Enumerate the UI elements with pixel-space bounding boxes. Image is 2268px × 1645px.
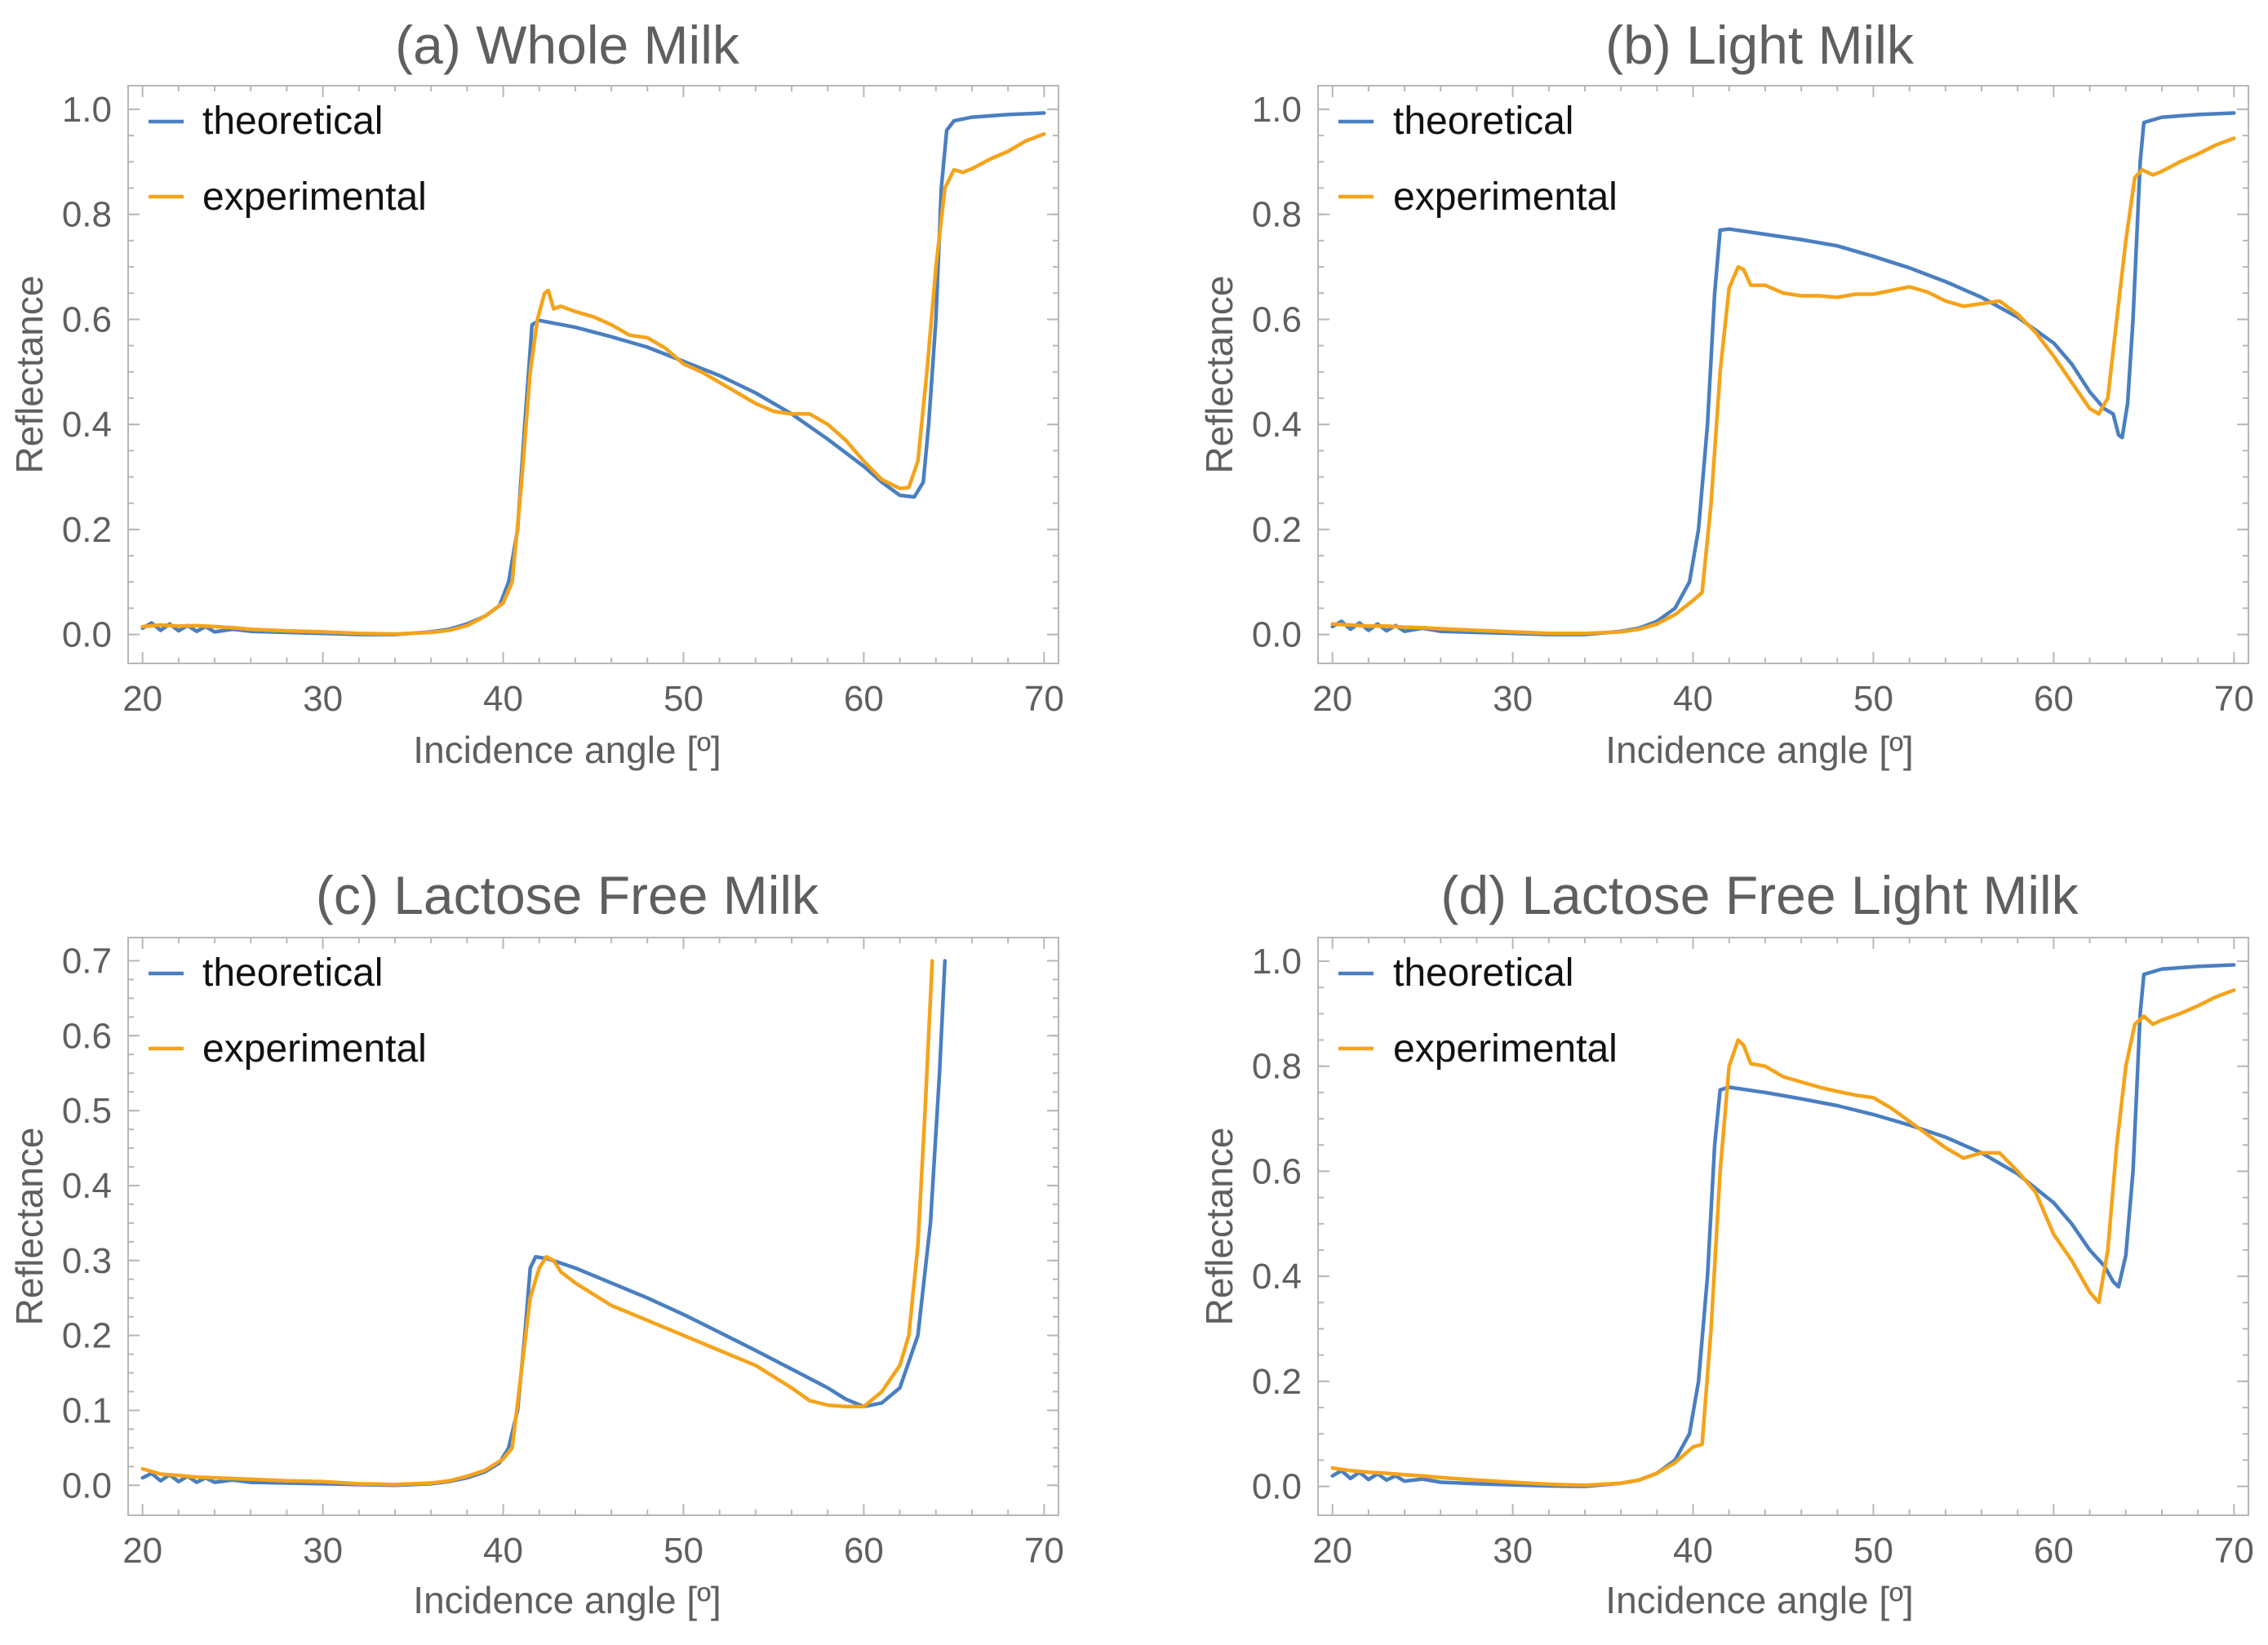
x-tick-label: 50 (1853, 1531, 1893, 1571)
x-tick-label: 30 (303, 679, 343, 719)
y-tick-label: 0.6 (1252, 299, 1302, 339)
y-tick-label: 0.2 (1252, 1362, 1302, 1402)
x-tick-label: 70 (2214, 679, 2254, 719)
legend-label-experimental: experimental (1393, 1027, 1618, 1071)
y-axis-label: Reflectance (8, 1128, 51, 1326)
legend-label-theoretical: theoretical (1393, 951, 1573, 995)
series-line-experimental (1330, 136, 2236, 636)
x-tick-label: 40 (1673, 679, 1713, 719)
y-tick-label: 0.8 (62, 195, 112, 235)
plot-frame (1317, 85, 2249, 664)
x-tick-label: 50 (1853, 679, 1893, 719)
x-tick-label: 50 (664, 1531, 703, 1571)
y-tick-label: 0.6 (62, 1016, 112, 1056)
y-axis-label: Reflectance (1198, 276, 1241, 474)
x-tick-label: 20 (122, 1531, 162, 1571)
y-tick-label: 0.4 (62, 405, 112, 445)
x-tick-label: 70 (1024, 679, 1064, 719)
panel-c: (c) Lactose Free Milk Incidence angle [º… (8, 865, 1064, 1621)
y-tick-label: 0.2 (62, 510, 112, 550)
x-tick-label: 20 (1312, 679, 1352, 719)
x-tick-label: 60 (2034, 1531, 2074, 1571)
y-tick-label: 0.4 (62, 1166, 112, 1206)
y-tick-label: 1.0 (1252, 90, 1302, 130)
x-axis-label: Incidence angle [º] (413, 729, 721, 771)
chart-title: (b) Light Milk (1605, 15, 1915, 75)
y-axis-label: Reflectance (8, 276, 51, 474)
y-tick-label: 0.1 (62, 1390, 112, 1430)
panel-d: (d) Lactose Free Light Milk Incidence an… (1198, 865, 2254, 1621)
plot-frame (1317, 937, 2249, 1516)
plot-frame (127, 85, 1059, 664)
legend-label-experimental: experimental (202, 175, 427, 219)
y-tick-label: 0.4 (1252, 405, 1302, 445)
chart-title: (c) Lactose Free Milk (316, 865, 819, 925)
x-tick-label: 50 (664, 679, 703, 719)
x-tick-label: 20 (1312, 1531, 1352, 1571)
y-tick-label: 0.0 (1252, 1467, 1302, 1507)
x-tick-label: 70 (2214, 1531, 2254, 1571)
y-tick-label: 0.2 (62, 1316, 112, 1356)
x-tick-label: 40 (1673, 1531, 1713, 1571)
x-tick-label: 40 (483, 679, 523, 719)
series-line-experimental (140, 131, 1046, 636)
series-line-experimental (140, 959, 934, 1487)
y-tick-label: 0.7 (62, 941, 112, 981)
series-line-theoretical (1330, 111, 2236, 636)
x-tick-label: 60 (2034, 679, 2074, 719)
legend-label-theoretical: theoretical (1393, 100, 1573, 143)
y-tick-label: 0.4 (1252, 1257, 1302, 1297)
y-tick-label: 0.8 (1252, 1047, 1302, 1087)
panel-a: (a) Whole Milk Incidence angle [º] Refle… (8, 15, 1064, 771)
y-tick-label: 0.2 (1252, 510, 1302, 550)
panel-b: (b) Light Milk Incidence angle [º] Refle… (1198, 15, 2254, 771)
y-tick-label: 0.6 (62, 299, 112, 339)
y-tick-label: 0.0 (1252, 615, 1302, 655)
y-tick-label: 1.0 (1252, 942, 1302, 982)
chart-title: (a) Whole Milk (395, 15, 740, 75)
series-line-experimental (1330, 988, 2236, 1488)
x-tick-label: 20 (122, 679, 162, 719)
y-tick-label: 0.6 (1252, 1151, 1302, 1191)
y-tick-label: 0.0 (62, 615, 112, 655)
y-tick-label: 0.3 (62, 1241, 112, 1281)
x-axis-label: Incidence angle [º] (1605, 729, 1913, 771)
legend-label-experimental: experimental (202, 1027, 427, 1071)
y-tick-label: 0.0 (62, 1465, 112, 1505)
chart-title: (d) Lactose Free Light Milk (1440, 865, 2079, 925)
y-tick-label: 0.8 (1252, 195, 1302, 235)
legend-label-experimental: experimental (1393, 175, 1618, 219)
x-tick-label: 30 (303, 1531, 343, 1571)
y-tick-label: 0.5 (62, 1091, 112, 1131)
x-tick-label: 30 (1493, 679, 1533, 719)
plot-frame (127, 937, 1059, 1516)
x-tick-label: 60 (844, 679, 884, 719)
x-tick-label: 30 (1493, 1531, 1533, 1571)
y-axis-label: Reflectance (1198, 1128, 1241, 1326)
x-tick-label: 40 (483, 1531, 523, 1571)
series-line-theoretical (1330, 963, 2236, 1488)
x-axis-label: Incidence angle [º] (1605, 1579, 1913, 1621)
y-tick-label: 1.0 (62, 90, 112, 130)
x-tick-label: 70 (1024, 1531, 1064, 1571)
x-axis-label: Incidence angle [º] (413, 1579, 721, 1621)
legend-label-theoretical: theoretical (202, 100, 383, 143)
x-tick-label: 60 (844, 1531, 884, 1571)
legend-label-theoretical: theoretical (202, 951, 383, 995)
